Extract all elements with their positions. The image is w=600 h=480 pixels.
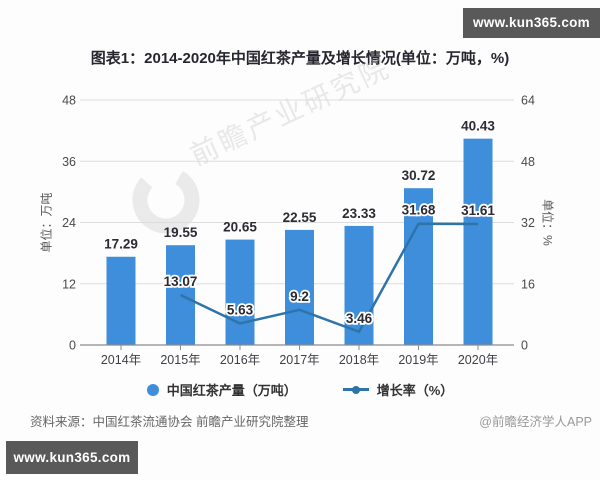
right-axis-tick-label: 16 xyxy=(521,277,535,291)
credit-note: @前瞻经济学人APP xyxy=(479,415,592,429)
line-value-label: 13.07 xyxy=(164,274,198,289)
x-axis-label: 2015年 xyxy=(160,353,200,367)
bar-2014年 xyxy=(106,256,136,345)
line-series-marker-icon xyxy=(342,385,369,394)
site-banner-top: www.kun365.com xyxy=(463,8,600,38)
chart-legend: 中国红茶产量（万吨） 增长率（%） xyxy=(0,380,600,399)
line-value-label: 9.2 xyxy=(290,289,309,304)
x-axis-label: 2019年 xyxy=(398,353,438,367)
right-axis-tick-label: 48 xyxy=(521,155,535,169)
left-axis-tick-label: 48 xyxy=(62,94,76,108)
bar-2016年 xyxy=(225,239,255,345)
bar-series-marker-icon xyxy=(146,383,159,396)
x-axis-label: 2018年 xyxy=(339,353,379,367)
legend-label-production: 中国红茶产量（万吨） xyxy=(166,383,297,398)
footer-notes: 资料来源：中国红茶流通协会 前瞻产业研究院整理 @前瞻经济学人APP xyxy=(30,411,592,430)
right-axis-tick-label: 32 xyxy=(521,216,535,230)
line-value-label: 31.61 xyxy=(461,203,495,218)
bar-2018年 xyxy=(344,225,374,345)
legend-item-growth: 增长率（%） xyxy=(342,380,454,399)
bar-2020年 xyxy=(463,138,493,345)
left-axis-tick-label: 36 xyxy=(62,155,76,169)
bar-value-label: 30.72 xyxy=(402,168,436,183)
left-axis-tick-label: 24 xyxy=(62,216,76,230)
right-axis-tick-label: 64 xyxy=(521,94,535,108)
bar-value-label: 40.43 xyxy=(461,119,495,134)
source-note: 资料来源：中国红茶流通协会 前瞻产业研究院整理 xyxy=(30,415,309,429)
x-axis-label: 2017年 xyxy=(279,353,319,367)
right-axis-tick-label: 0 xyxy=(521,339,528,353)
legend-label-growth: 增长率（%） xyxy=(376,383,454,398)
right-axis-title: 单位：% xyxy=(540,199,555,246)
bar-2019年 xyxy=(404,188,433,345)
growth-rate-line xyxy=(179,222,479,334)
line-value-label: 3.46 xyxy=(346,311,373,326)
line-value-label: 5.63 xyxy=(227,302,254,317)
watermark-text: 前瞻产业研究院 xyxy=(185,52,395,172)
bar-value-label: 23.33 xyxy=(342,206,376,221)
x-axis-label: 2020年 xyxy=(458,353,498,367)
left-axis-tick-label: 0 xyxy=(69,339,76,353)
legend-item-production: 中国红茶产量（万吨） xyxy=(146,380,297,399)
line-value-label: 31.68 xyxy=(402,203,436,218)
site-banner-bottom: www.kun365.com xyxy=(6,441,138,474)
x-axis-label: 2014年 xyxy=(101,353,141,367)
bar-2017年 xyxy=(285,229,314,345)
bar-value-label: 19.55 xyxy=(164,225,198,240)
bar-value-label: 22.55 xyxy=(283,210,317,225)
left-axis-tick-label: 12 xyxy=(62,277,76,291)
x-axis-label: 2016年 xyxy=(220,353,260,367)
bar-value-label: 20.65 xyxy=(223,220,257,235)
chart-title: 图表1：2014-2020年中国红茶产量及增长情况(单位：万吨，%) xyxy=(90,50,510,67)
bar-value-label: 17.29 xyxy=(104,237,138,252)
left-axis-title: 单位：万吨 xyxy=(39,192,54,253)
